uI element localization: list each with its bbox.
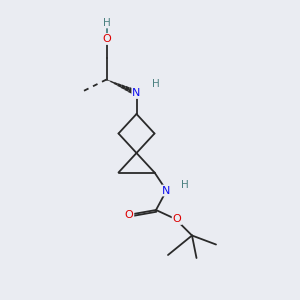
Text: O: O: [124, 209, 134, 220]
Text: O: O: [102, 34, 111, 44]
Text: H: H: [103, 17, 110, 28]
Text: O: O: [172, 214, 182, 224]
Text: N: N: [162, 185, 171, 196]
Text: N: N: [132, 88, 141, 98]
Text: H: H: [181, 179, 188, 190]
Text: H: H: [152, 79, 160, 89]
